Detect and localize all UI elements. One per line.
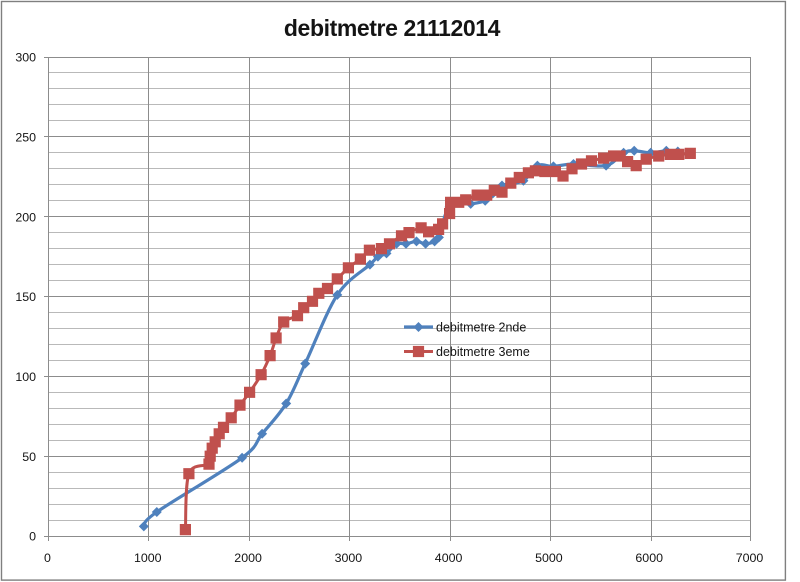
- svg-text:7000: 7000: [736, 551, 764, 565]
- svg-text:100: 100: [15, 370, 36, 384]
- svg-text:50: 50: [22, 450, 36, 464]
- svg-text:debitmetre 2nde: debitmetre 2nde: [436, 320, 526, 334]
- svg-text:5000: 5000: [535, 551, 563, 565]
- svg-text:2000: 2000: [234, 551, 262, 565]
- svg-text:150: 150: [15, 290, 36, 304]
- svg-text:4000: 4000: [435, 551, 463, 565]
- svg-text:3000: 3000: [335, 551, 363, 565]
- svg-text:6000: 6000: [635, 551, 663, 565]
- svg-text:debitmetre 3eme: debitmetre 3eme: [436, 345, 530, 359]
- svg-text:300: 300: [15, 51, 36, 65]
- svg-text:0: 0: [29, 530, 36, 544]
- svg-text:0: 0: [44, 551, 51, 565]
- svg-text:200: 200: [15, 210, 36, 224]
- svg-text:1000: 1000: [134, 551, 162, 565]
- svg-text:250: 250: [15, 131, 36, 145]
- svg-text:debitmetre 21112014: debitmetre 21112014: [284, 15, 501, 41]
